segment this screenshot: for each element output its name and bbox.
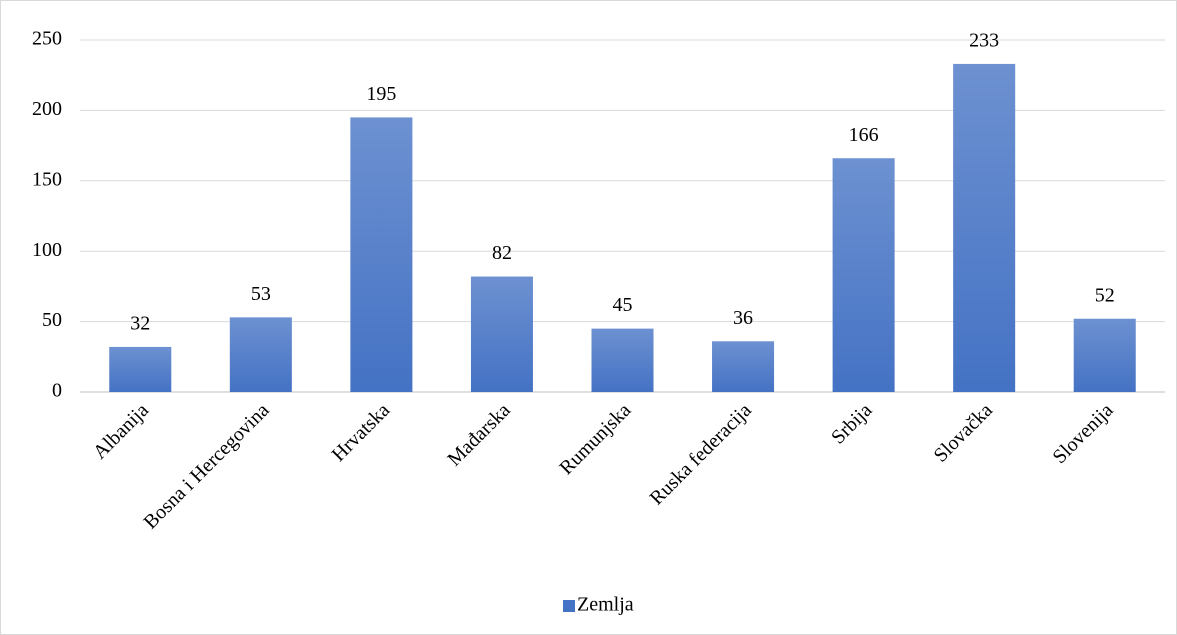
y-tick-label: 200 [32,98,62,120]
y-tick-label: 50 [42,309,62,331]
data-label: 36 [733,307,753,329]
data-label: 52 [1095,284,1115,306]
data-label: 82 [492,242,512,264]
y-tick-label: 150 [32,168,62,190]
data-label: 195 [366,83,396,105]
data-label: 53 [251,283,271,305]
legend-swatch [563,600,575,612]
bar-shine [953,63,1016,392]
data-label: 32 [130,313,150,335]
data-label: 233 [969,30,999,52]
bar-shine [109,346,172,392]
bar-shine [712,341,775,392]
bar-shine [1073,318,1136,392]
y-tick-label: 100 [32,239,62,261]
data-label: 45 [613,294,633,316]
bar-shine [832,158,895,392]
legend-label: Zemlja [577,594,634,616]
bar-shine [470,276,533,392]
bar-shine [229,317,292,392]
y-tick-label: 250 [32,28,62,50]
bar-shine [350,117,413,392]
y-tick-label: 0 [52,380,62,402]
bar-shine [591,328,654,392]
data-label: 166 [849,124,879,146]
